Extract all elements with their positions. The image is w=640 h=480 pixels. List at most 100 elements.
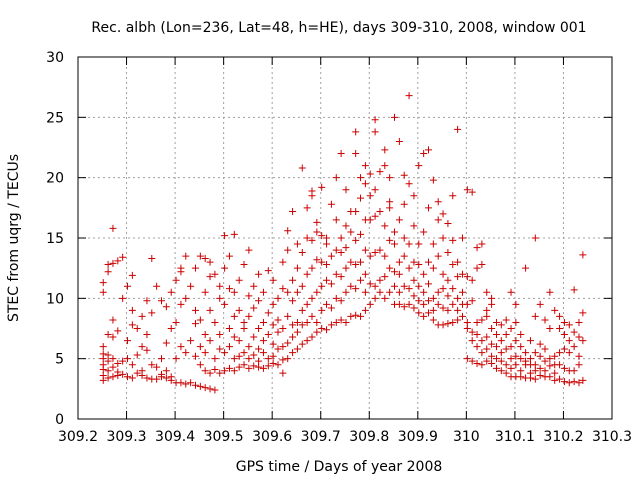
data-point bbox=[352, 285, 360, 293]
data-point bbox=[182, 294, 190, 302]
data-point bbox=[415, 240, 423, 248]
data-point bbox=[357, 230, 365, 238]
data-point bbox=[424, 309, 432, 317]
data-point bbox=[279, 325, 287, 332]
data-point bbox=[293, 264, 301, 272]
data-point bbox=[124, 282, 132, 290]
data-point bbox=[167, 288, 175, 296]
data-point bbox=[570, 286, 578, 294]
data-point bbox=[235, 352, 243, 360]
data-point bbox=[245, 343, 253, 351]
data-point bbox=[337, 273, 345, 281]
data-point bbox=[386, 174, 394, 182]
data-point bbox=[201, 288, 209, 296]
data-point bbox=[279, 285, 287, 293]
data-point bbox=[497, 337, 505, 345]
data-point bbox=[279, 258, 287, 266]
data-point bbox=[488, 359, 496, 367]
data-point bbox=[454, 258, 462, 266]
data-point bbox=[400, 282, 408, 290]
data-point bbox=[206, 369, 214, 377]
data-point bbox=[255, 270, 263, 278]
data-point bbox=[201, 255, 209, 263]
data-point bbox=[177, 300, 185, 308]
data-point bbox=[293, 318, 301, 326]
x-tick-label: 310.3 bbox=[592, 429, 632, 445]
data-point bbox=[216, 294, 224, 302]
data-point bbox=[104, 261, 112, 269]
data-point bbox=[492, 331, 500, 339]
data-point bbox=[274, 361, 282, 369]
data-point bbox=[366, 280, 374, 288]
data-point bbox=[522, 349, 530, 357]
data-point bbox=[376, 288, 384, 296]
y-tick-label: 0 bbox=[55, 412, 64, 428]
data-point bbox=[104, 268, 112, 276]
data-point bbox=[560, 345, 568, 353]
data-point bbox=[381, 146, 389, 154]
data-point bbox=[361, 306, 369, 314]
data-point bbox=[172, 276, 180, 284]
data-point bbox=[395, 300, 403, 308]
data-point bbox=[497, 367, 505, 375]
data-point bbox=[410, 304, 418, 312]
data-point bbox=[313, 228, 321, 236]
data-point bbox=[541, 316, 549, 324]
data-point bbox=[128, 271, 136, 279]
data-point bbox=[483, 345, 491, 353]
data-point bbox=[454, 294, 462, 302]
data-point bbox=[99, 361, 107, 369]
data-point bbox=[191, 320, 199, 328]
data-point bbox=[337, 150, 345, 158]
data-point bbox=[279, 369, 287, 377]
data-point bbox=[352, 236, 360, 244]
data-point bbox=[483, 306, 491, 314]
x-tick-label: 309.9 bbox=[398, 429, 438, 445]
data-point bbox=[308, 264, 316, 272]
data-point bbox=[255, 357, 263, 365]
data-point bbox=[109, 259, 117, 267]
data-point bbox=[579, 309, 587, 317]
data-point bbox=[546, 362, 554, 370]
data-point bbox=[259, 337, 267, 345]
data-point bbox=[429, 316, 437, 324]
data-point bbox=[245, 355, 253, 363]
data-point bbox=[381, 273, 389, 281]
data-point bbox=[420, 288, 428, 296]
data-point bbox=[216, 331, 224, 339]
data-point bbox=[216, 282, 224, 290]
data-point bbox=[468, 276, 476, 284]
data-point bbox=[342, 264, 350, 272]
data-point bbox=[187, 337, 195, 345]
data-point bbox=[541, 345, 549, 353]
data-point bbox=[240, 361, 248, 369]
data-point bbox=[99, 350, 107, 358]
data-point bbox=[395, 270, 403, 278]
data-point bbox=[507, 364, 515, 372]
data-point bbox=[318, 183, 326, 191]
data-point bbox=[235, 306, 243, 314]
data-point bbox=[473, 331, 481, 339]
grid bbox=[78, 57, 612, 419]
data-point bbox=[216, 345, 224, 353]
data-point bbox=[221, 232, 229, 240]
data-point bbox=[104, 351, 112, 359]
data-point bbox=[424, 204, 432, 212]
data-point bbox=[298, 340, 306, 348]
data-point bbox=[463, 355, 471, 363]
data-point bbox=[361, 246, 369, 254]
data-point bbox=[196, 361, 204, 369]
data-point bbox=[128, 361, 136, 369]
data-point bbox=[410, 292, 418, 300]
data-point bbox=[449, 236, 457, 244]
data-point bbox=[531, 349, 539, 357]
data-point bbox=[221, 367, 229, 375]
data-point bbox=[376, 168, 384, 176]
data-point bbox=[225, 285, 233, 293]
x-tick-label: 310 bbox=[453, 429, 480, 445]
data-point bbox=[269, 321, 277, 329]
data-point bbox=[512, 352, 520, 360]
data-point bbox=[191, 306, 199, 314]
data-point bbox=[381, 162, 389, 170]
